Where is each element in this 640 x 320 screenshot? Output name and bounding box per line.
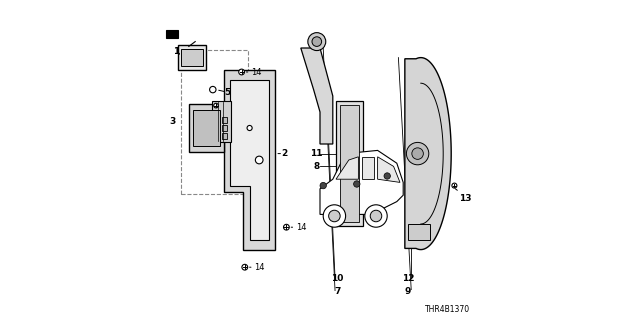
FancyBboxPatch shape bbox=[340, 105, 360, 222]
Circle shape bbox=[370, 210, 381, 222]
Text: 7: 7 bbox=[335, 287, 340, 296]
Circle shape bbox=[247, 125, 252, 131]
Circle shape bbox=[354, 181, 360, 187]
Polygon shape bbox=[336, 157, 358, 179]
Circle shape bbox=[323, 205, 346, 227]
Circle shape bbox=[242, 264, 248, 270]
Polygon shape bbox=[362, 157, 374, 179]
Bar bbox=[181, 49, 204, 66]
Text: 12: 12 bbox=[402, 274, 414, 283]
Text: 4: 4 bbox=[224, 114, 230, 123]
Polygon shape bbox=[320, 150, 403, 214]
Circle shape bbox=[452, 183, 457, 188]
Polygon shape bbox=[166, 30, 178, 38]
Circle shape bbox=[255, 156, 263, 164]
Text: 14: 14 bbox=[296, 223, 307, 232]
Text: 9: 9 bbox=[405, 287, 411, 296]
Polygon shape bbox=[224, 70, 275, 250]
Text: THR4B1370: THR4B1370 bbox=[425, 305, 470, 314]
Text: 10: 10 bbox=[332, 274, 344, 283]
FancyBboxPatch shape bbox=[178, 45, 206, 70]
Circle shape bbox=[412, 148, 424, 159]
Circle shape bbox=[365, 205, 387, 227]
Text: 14: 14 bbox=[251, 68, 262, 76]
Polygon shape bbox=[408, 224, 430, 240]
Text: 2: 2 bbox=[282, 149, 288, 158]
Text: 6: 6 bbox=[224, 101, 230, 110]
Circle shape bbox=[329, 210, 340, 222]
Text: 1: 1 bbox=[173, 47, 179, 56]
Text: 5: 5 bbox=[224, 88, 230, 97]
Circle shape bbox=[239, 69, 244, 75]
FancyBboxPatch shape bbox=[212, 101, 232, 142]
FancyBboxPatch shape bbox=[189, 104, 224, 152]
Bar bbox=[193, 110, 220, 146]
Text: 11: 11 bbox=[310, 149, 323, 158]
Polygon shape bbox=[230, 80, 269, 240]
Text: Fr.: Fr. bbox=[167, 32, 177, 37]
Circle shape bbox=[312, 37, 322, 46]
Circle shape bbox=[406, 142, 429, 165]
Circle shape bbox=[308, 33, 326, 51]
Circle shape bbox=[214, 103, 218, 108]
Polygon shape bbox=[301, 48, 333, 144]
Bar bbox=[223, 117, 227, 123]
Circle shape bbox=[384, 173, 390, 179]
Polygon shape bbox=[378, 157, 400, 182]
FancyBboxPatch shape bbox=[336, 101, 364, 226]
Circle shape bbox=[320, 182, 326, 189]
Bar bbox=[223, 125, 227, 131]
Circle shape bbox=[210, 86, 216, 93]
Text: 13: 13 bbox=[460, 194, 472, 203]
Circle shape bbox=[284, 224, 289, 230]
Bar bbox=[223, 133, 227, 139]
Text: 3: 3 bbox=[170, 117, 176, 126]
Polygon shape bbox=[405, 58, 451, 250]
Text: 14: 14 bbox=[254, 263, 265, 272]
Text: 8: 8 bbox=[313, 162, 319, 171]
